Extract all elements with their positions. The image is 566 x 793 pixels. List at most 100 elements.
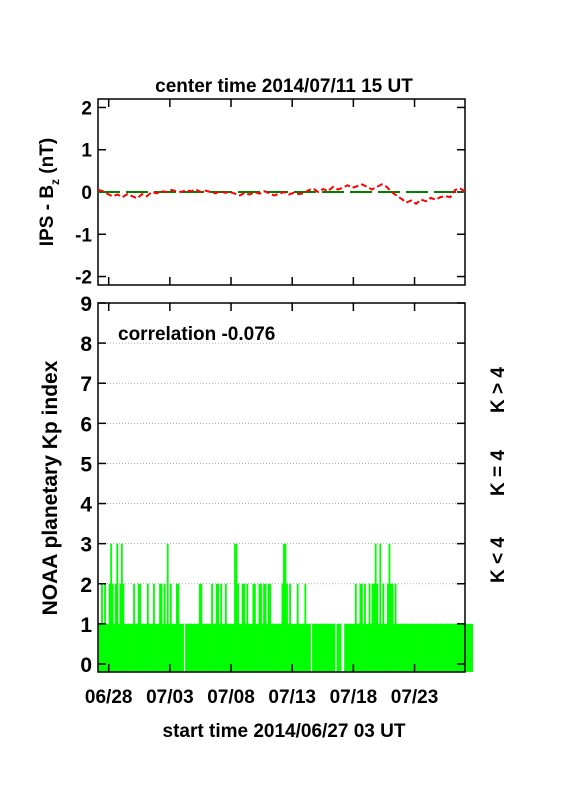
kp-bar — [124, 623, 126, 672]
kp-bar — [305, 623, 308, 672]
kp-bar — [315, 623, 317, 672]
kp-bar — [171, 623, 174, 672]
kp-bar — [338, 623, 340, 672]
kp-bar — [429, 623, 432, 672]
kp-bar — [431, 623, 434, 672]
kp-bar — [238, 623, 241, 672]
kp-bar — [397, 623, 400, 672]
kp-bar — [211, 583, 213, 672]
kp-bar — [140, 623, 143, 672]
kp-bar — [231, 623, 233, 672]
kp-bar — [157, 623, 160, 672]
kp-bar — [468, 623, 470, 672]
kp-bar — [143, 623, 146, 672]
kp-bar — [452, 623, 455, 672]
legend-k-lt-4: K < 4 — [488, 537, 509, 583]
kp-bar — [448, 623, 451, 672]
kp-bar — [168, 623, 171, 672]
kp-bar — [432, 623, 435, 672]
bottom-title: start time 2014/06/27 03 UT — [163, 721, 406, 742]
kp-bar — [215, 583, 218, 672]
kp-bar — [422, 623, 425, 672]
kp-bar — [263, 583, 265, 672]
correlation-annotation: correlation -0.076 — [118, 324, 275, 345]
kp-bar — [440, 623, 443, 672]
kp-bar — [130, 623, 132, 672]
kp-bar — [270, 623, 273, 672]
kp-bar — [420, 623, 423, 672]
kp-bar — [295, 623, 298, 672]
kp-bar — [162, 623, 165, 672]
kp-bar — [318, 623, 321, 672]
kp-bar — [287, 623, 290, 672]
kp-bar — [445, 623, 447, 672]
kp-bar — [206, 623, 209, 672]
kp-bar — [127, 623, 129, 672]
kp-bar — [149, 623, 152, 672]
kp-bar — [396, 623, 399, 672]
kp-bar — [357, 623, 360, 672]
kp-x-tick-label: 07/23 — [391, 687, 439, 708]
kp-bar — [249, 623, 252, 672]
kp-x-tick-label: 06/28 — [85, 687, 133, 708]
top-y-tick-label: 0 — [81, 183, 92, 204]
kp-bar — [247, 623, 250, 672]
top-y-tick-label: -2 — [75, 268, 92, 289]
kp-bar — [377, 623, 380, 672]
kp-bar — [281, 583, 284, 672]
kp-gridlines — [98, 342, 465, 625]
kp-bar — [394, 583, 397, 672]
kp-bar — [214, 623, 217, 672]
kp-bar — [182, 623, 184, 672]
kp-bar — [139, 583, 142, 672]
kp-bar — [390, 583, 392, 672]
kp-bar — [203, 623, 206, 672]
kp-bar — [278, 623, 281, 672]
kp-bar — [361, 583, 363, 672]
top-y-axis-label-main: IPS - B — [37, 185, 58, 246]
kp-bar — [350, 623, 353, 672]
kp-bar — [339, 623, 342, 672]
kp-bar — [142, 623, 145, 672]
kp-bar — [408, 623, 411, 672]
kp-bar — [151, 623, 154, 672]
kp-bar — [457, 623, 460, 672]
kp-y-tick-label: 6 — [80, 413, 92, 436]
kp-bar — [322, 623, 325, 672]
kp-bar — [101, 583, 103, 672]
kp-bar — [449, 623, 452, 672]
kp-bar — [443, 623, 446, 672]
kp-y-tick-label: 8 — [80, 333, 92, 356]
kp-y-tick-label: 0 — [80, 654, 92, 677]
kp-bar — [417, 623, 420, 672]
kp-bar — [102, 623, 105, 672]
kp-bar — [145, 623, 148, 672]
kp-bar — [235, 543, 238, 672]
kp-bar — [244, 623, 247, 672]
kp-bar — [353, 623, 356, 672]
kp-bar — [425, 623, 428, 672]
kp-bar — [200, 583, 203, 672]
kp-bar — [261, 623, 264, 672]
kp-bar — [405, 623, 408, 672]
kp-bar — [439, 623, 441, 672]
top-y-tick-label: 2 — [81, 98, 92, 119]
kp-bar — [312, 623, 314, 672]
kp-bar — [201, 623, 204, 672]
kp-bar — [380, 623, 383, 672]
kp-bar — [273, 623, 276, 672]
kp-bar — [466, 623, 469, 672]
kp-bar — [344, 623, 347, 672]
kp-bar — [435, 623, 438, 672]
kp-y-tick-label: 1 — [80, 614, 92, 637]
kp-bar — [327, 623, 330, 672]
kp-bar — [359, 583, 362, 672]
kp-bar — [411, 623, 414, 672]
kp-bar — [169, 583, 172, 672]
kp-bar — [241, 583, 244, 672]
kp-bar — [156, 623, 158, 672]
top-y-axis: -2 -1 0 1 2 — [75, 98, 465, 289]
kp-bar — [269, 583, 272, 672]
kp-bar — [227, 623, 230, 672]
kp-bar — [302, 623, 305, 672]
